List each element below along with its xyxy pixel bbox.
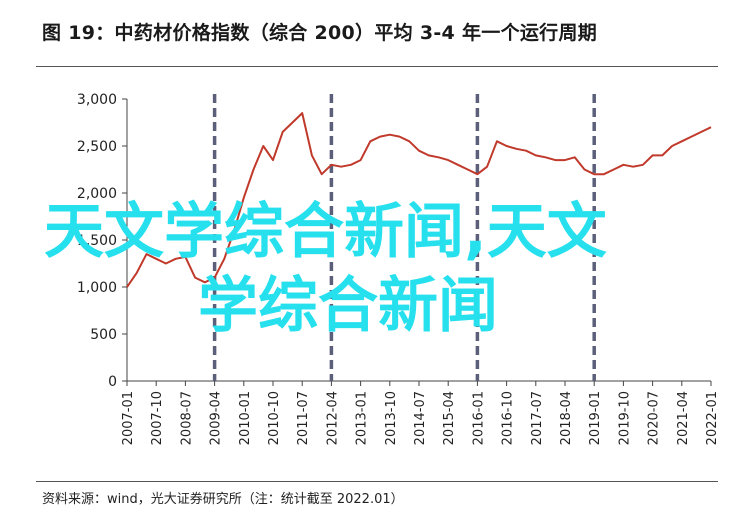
x-tick-label: 2007-10 [150, 391, 165, 445]
x-tick-label: 2009-04 [209, 391, 224, 445]
y-tick-label: 3,000 [77, 92, 117, 108]
x-tick-label: 2013-10 [384, 391, 399, 445]
x-tick-label: 2015-04 [442, 391, 457, 445]
x-tick-label: 2022-01 [705, 391, 720, 445]
x-tick-label: 2016-01 [471, 391, 486, 445]
y-axis: 0 500 1,000 1,500 2,000 2,500 3,000 [77, 92, 128, 390]
x-tick-label: 2008-07 [179, 391, 194, 445]
x-tick-label: 2013-01 [355, 391, 370, 445]
y-tick-label: 2,000 [77, 186, 117, 202]
y-tick-label: 0 [108, 374, 117, 390]
x-tick-label: 2007-01 [121, 391, 136, 445]
x-tick-label: 2014-07 [413, 391, 428, 445]
x-tick-label: 2021-04 [676, 391, 691, 445]
y-tick-label: 500 [90, 327, 117, 343]
x-tick-label: 2019-01 [588, 391, 603, 445]
x-tick-label: 2020-07 [647, 391, 662, 445]
x-tick-label: 2017-07 [530, 391, 545, 445]
x-tick-label: 2011-07 [296, 391, 311, 445]
y-tick-label: 1,500 [77, 233, 117, 249]
bottom-rule [36, 481, 718, 482]
series [126, 112, 712, 288]
top-rule [36, 66, 718, 67]
y-tick-label: 1,000 [77, 280, 117, 296]
x-axis: 2007-01 2007-10 2008-07 2009-04 2010-01 2010-… [121, 380, 720, 445]
x-tick-label: 2018-04 [559, 391, 574, 445]
x-tick-label: 2010-01 [238, 391, 253, 445]
cycle-markers [212, 94, 596, 381]
x-tick-label: 2019-10 [617, 391, 632, 445]
x-tick-label: 2016-10 [501, 391, 516, 445]
y-tick-label: 2,500 [77, 139, 117, 155]
price-index-line [126, 112, 712, 288]
chart-title: 图 19：中药材价格指数（综合 200）平均 3-4 年一个运行周期 [42, 22, 598, 44]
source-note: 资料来源：wind，光大证券研究所（注：统计截至 2022.01） [42, 492, 404, 507]
x-tick-label: 2010-10 [267, 391, 282, 445]
x-tick-label: 2012-04 [325, 391, 340, 445]
